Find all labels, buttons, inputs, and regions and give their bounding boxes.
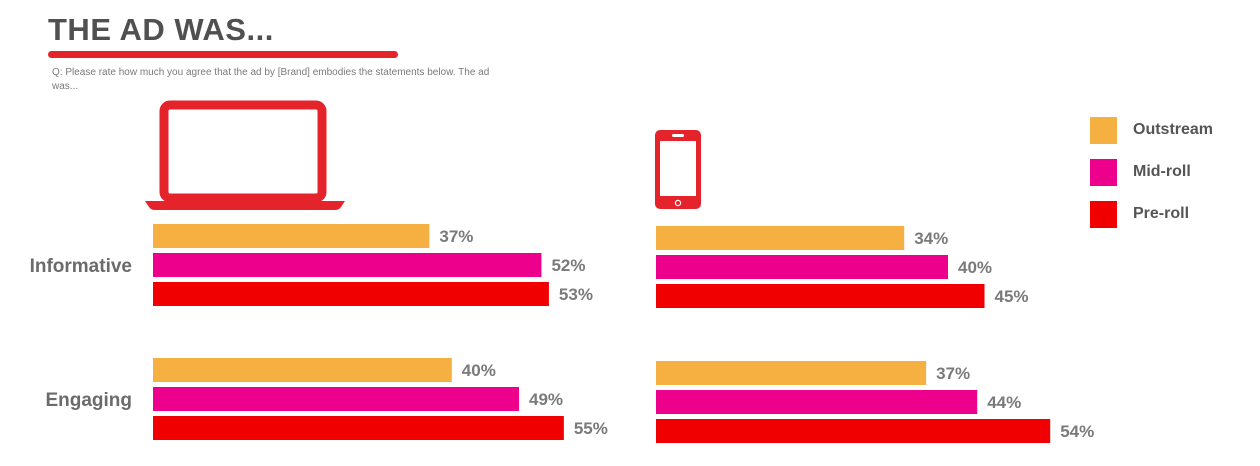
legend-swatch-mid-roll [1090,158,1117,186]
data-label-desktop-engaging-outstream: 40% [462,361,496,380]
data-label-mobile-engaging-pre-roll: 54% [1060,422,1094,441]
chart-legend: Outstream Mid-roll Pre-roll [1090,116,1213,242]
bar-mobile-informative-outstream [656,226,905,250]
legend-swatch-outstream [1090,116,1117,144]
legend-item-outstream: Outstream [1090,116,1213,144]
data-label-mobile-informative-pre-roll: 45% [995,287,1029,306]
legend-item-pre-roll: Pre-roll [1090,200,1213,228]
data-label-desktop-informative-pre-roll: 53% [559,285,593,304]
laptop-icon [145,100,345,217]
bar-desktop-informative-outstream [153,224,430,248]
data-label-mobile-informative-mid-roll: 40% [958,258,992,277]
legend-label: Mid-roll [1133,163,1191,180]
category-label-informative: Informative [30,256,132,277]
page-title: THE AD WAS... [48,12,274,47]
data-label-desktop-informative-mid-roll: 52% [551,256,585,275]
legend-swatch-pre-roll [1090,200,1117,228]
legend-label: Pre-roll [1133,205,1190,222]
bar-desktop-engaging-outstream [153,358,452,382]
bar-mobile-engaging-mid-roll [656,390,978,414]
bar-mobile-engaging-outstream [656,361,927,385]
legend-label: Outstream [1133,121,1214,138]
bar-desktop-engaging-mid-roll [153,387,520,411]
data-label-mobile-engaging-mid-roll: 44% [987,393,1021,412]
data-label-desktop-engaging-mid-roll: 49% [529,390,563,409]
legend-item-mid-roll: Mid-roll [1090,158,1213,186]
bar-desktop-informative-mid-roll [153,253,542,277]
smartphone-icon [655,130,703,215]
data-label-desktop-informative-outstream: 37% [439,227,473,246]
category-label-engaging: Engaging [45,390,132,411]
survey-question: Q: Please rate how much you agree that t… [52,67,490,92]
data-label-mobile-informative-outstream: 34% [914,229,948,248]
bar-mobile-informative-mid-roll [656,255,948,279]
data-label-desktop-engaging-pre-roll: 55% [574,419,608,438]
title-underline [48,51,398,58]
data-label-mobile-engaging-outstream: 37% [936,364,970,383]
bar-desktop-engaging-pre-roll [153,416,564,440]
bar-mobile-engaging-pre-roll [656,419,1051,443]
bar-desktop-informative-pre-roll [153,282,549,306]
bar-mobile-informative-pre-roll [656,284,985,308]
